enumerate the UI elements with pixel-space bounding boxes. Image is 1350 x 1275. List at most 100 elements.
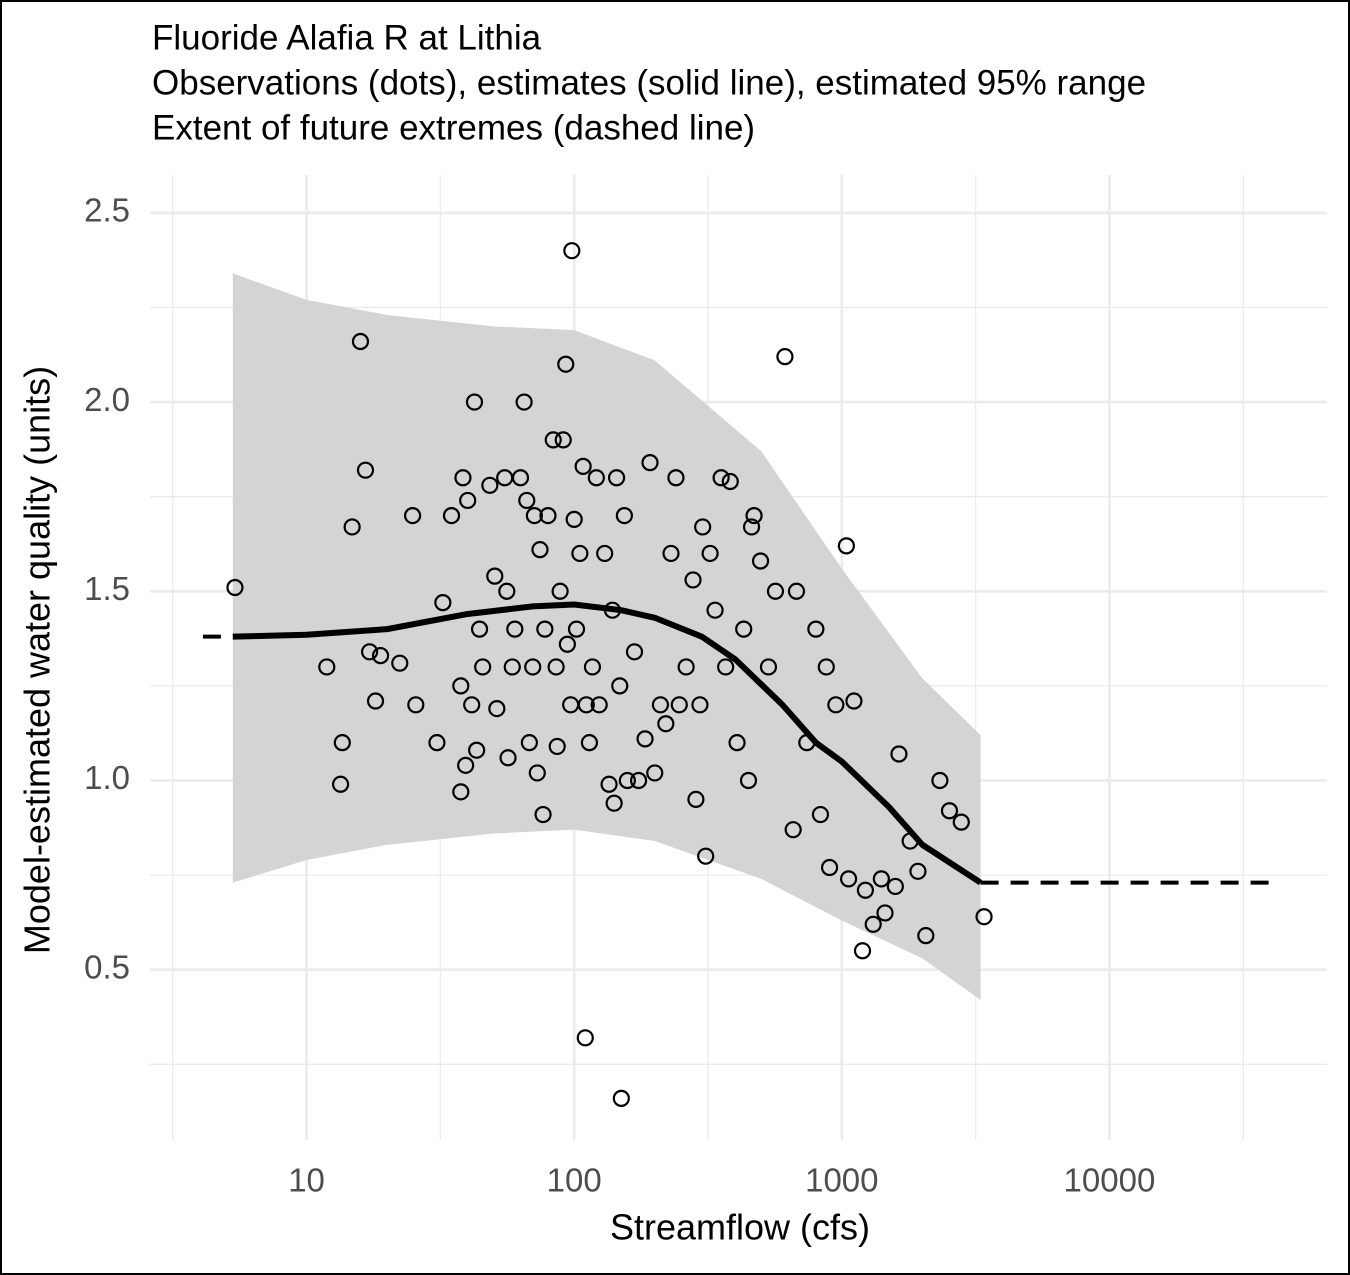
- observation-point: [318, 658, 336, 676]
- chart-title: Fluoride Alafia R at Lithia: [152, 18, 542, 57]
- observation-point: [498, 582, 516, 600]
- observation-point: [366, 692, 385, 710]
- observation-point: [463, 696, 481, 714]
- observation-point: [356, 461, 375, 479]
- observation-point: [890, 745, 908, 763]
- observation-point: [742, 518, 761, 536]
- observation-point: [636, 730, 654, 748]
- observation-point: [931, 771, 949, 790]
- observation-point: [351, 332, 370, 351]
- observation-point: [641, 454, 659, 472]
- chart-subtitle: Extent of future extremes (dashed line): [152, 108, 755, 147]
- observation-point: [677, 658, 695, 676]
- observation-point: [751, 552, 770, 570]
- observation-point: [776, 348, 794, 366]
- observation-point: [853, 942, 872, 960]
- observation-point: [333, 734, 351, 752]
- observation-point: [547, 658, 565, 676]
- observation-point: [571, 544, 589, 563]
- observation-point: [499, 749, 517, 767]
- observation-point: [558, 635, 576, 653]
- observation-point: [554, 431, 572, 449]
- observation-point: [839, 870, 858, 888]
- observation-point: [404, 506, 422, 525]
- observation-point: [712, 469, 730, 487]
- observation-point: [596, 544, 614, 563]
- x-tick-label: 1000: [805, 1162, 878, 1199]
- y-tick-label: 1.5: [84, 570, 130, 607]
- observation-point: [745, 506, 763, 525]
- observation-point: [459, 491, 477, 510]
- observation-point: [807, 620, 825, 638]
- observation-point: [452, 677, 470, 695]
- x-axis-title: Streamflow (cfs): [610, 1207, 870, 1248]
- observation-point: [603, 601, 622, 619]
- observation-point: [876, 904, 894, 922]
- observation-point: [551, 582, 569, 600]
- observation-point: [474, 658, 492, 676]
- y-tick-label: 2.0: [84, 381, 130, 418]
- observation-point: [600, 775, 618, 793]
- observation-point: [520, 734, 538, 752]
- observation-point: [952, 813, 970, 831]
- observation-point: [629, 771, 648, 790]
- observation-point: [706, 601, 724, 619]
- x-tick-label: 10000: [1064, 1162, 1156, 1199]
- observation-point: [587, 469, 605, 487]
- observation-point: [864, 915, 882, 933]
- observation-point: [820, 858, 839, 877]
- observation-point: [827, 696, 845, 714]
- observation-point: [798, 734, 816, 752]
- observation-point: [811, 805, 830, 824]
- observation-point: [488, 699, 506, 718]
- observation-point: [784, 821, 802, 839]
- observation-point: [428, 734, 446, 752]
- observation-point: [371, 647, 390, 665]
- observation-point: [646, 764, 664, 782]
- observation-point: [503, 658, 521, 676]
- observation-point: [580, 734, 599, 752]
- observation-point: [515, 393, 533, 411]
- observation-point: [611, 677, 629, 695]
- observation-point: [539, 506, 557, 525]
- observation-point: [759, 658, 778, 676]
- observation-point: [576, 1029, 594, 1047]
- observation-point: [856, 881, 875, 899]
- observation-point: [837, 537, 855, 555]
- observation-point: [940, 802, 959, 820]
- observation-point: [391, 654, 409, 672]
- observation-point: [481, 476, 499, 494]
- observation-point: [872, 870, 890, 888]
- observation-point: [717, 658, 735, 676]
- observation-point: [687, 790, 705, 809]
- observation-point: [528, 764, 546, 782]
- observation-point: [457, 756, 475, 774]
- observation-point: [557, 355, 575, 373]
- observation-point: [662, 544, 680, 563]
- observation-point: [407, 696, 425, 714]
- observation-point: [361, 643, 379, 661]
- observation-point: [886, 877, 904, 896]
- observation-point: [612, 1089, 630, 1107]
- observation-point: [565, 510, 583, 528]
- observation-point: [536, 620, 554, 638]
- observation-point: [442, 506, 461, 525]
- observation-point: [901, 832, 919, 850]
- observation-point: [468, 741, 486, 759]
- estimate-line: [232, 601, 983, 886]
- observation-point: [331, 775, 350, 793]
- observation-point: [670, 696, 688, 714]
- observation-point: [701, 544, 719, 563]
- y-axis-title: Model-estimated water quality (units): [17, 366, 58, 954]
- observation-point: [735, 620, 753, 638]
- x-tick-label: 100: [547, 1162, 602, 1199]
- observation-point: [465, 393, 484, 411]
- observation-point: [697, 847, 715, 865]
- observation-point: [605, 794, 623, 812]
- observation-point: [766, 582, 785, 600]
- observation-point: [454, 469, 472, 487]
- x-tick-label: 10: [288, 1162, 325, 1199]
- observation-point: [845, 692, 863, 710]
